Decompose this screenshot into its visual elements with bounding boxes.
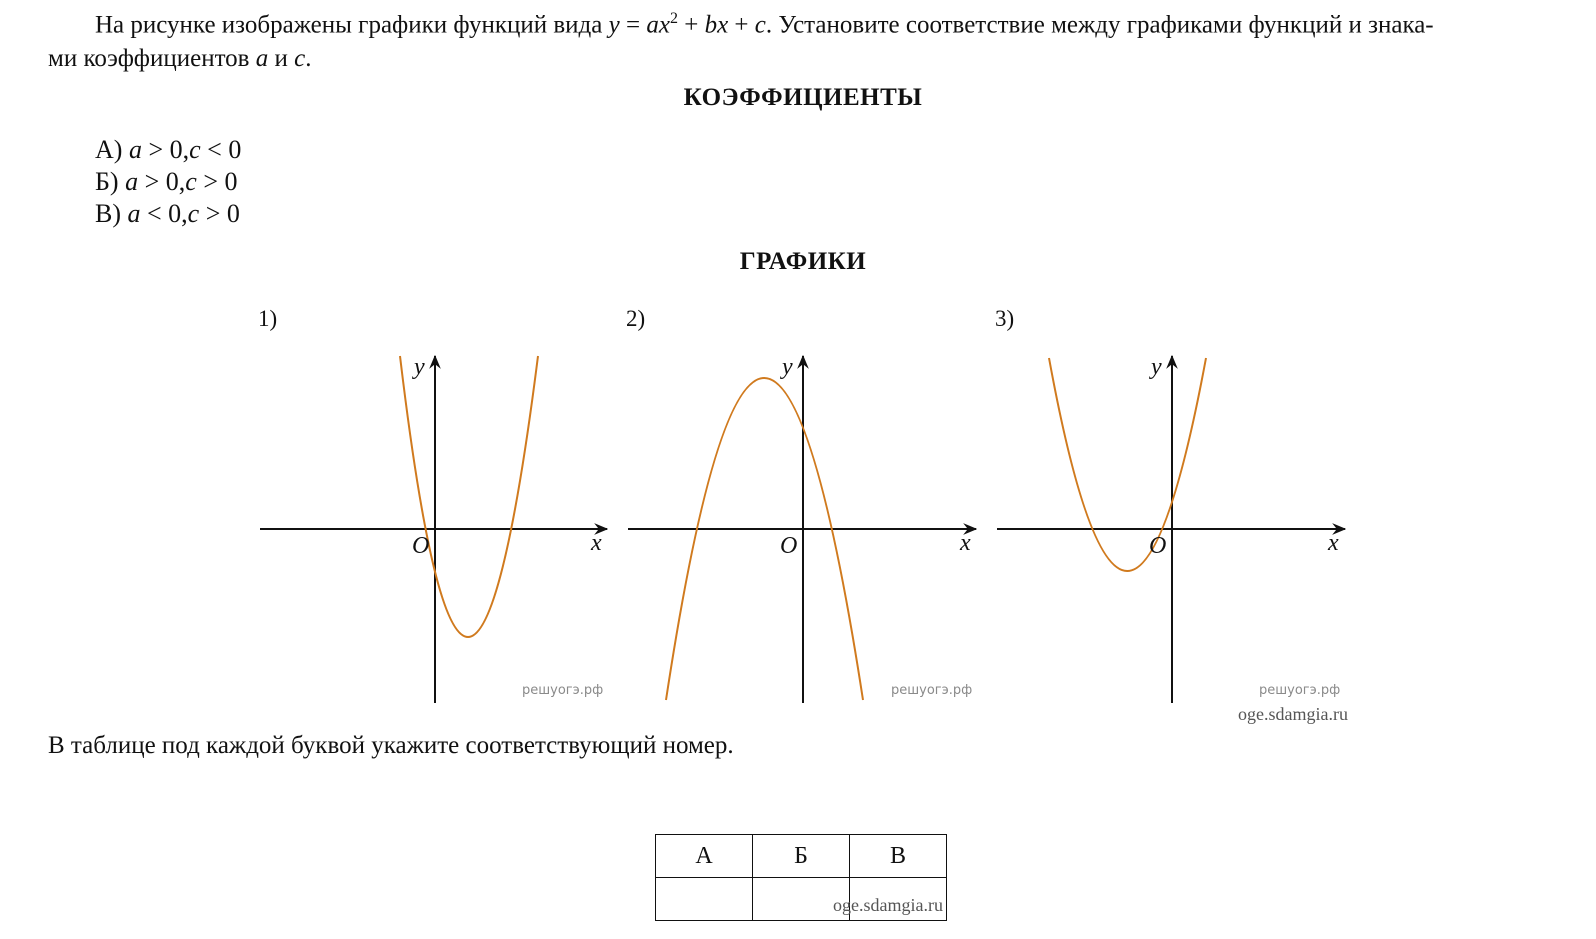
coef-c: c	[294, 45, 306, 73]
graph-1-label: 1)	[258, 306, 278, 331]
option-c-rel: > 0	[196, 167, 238, 196]
graphs-heading: ГРАФИКИ	[739, 248, 867, 275]
answer-header-b: Б	[752, 834, 850, 878]
formula-bx: bx	[704, 11, 729, 39]
option-coef-a: a	[125, 167, 139, 196]
answer-table: А Б В	[655, 834, 947, 921]
option-letter: В)	[95, 199, 121, 228]
answer-table-header-row: А Б В	[655, 834, 947, 878]
option-coef-a: a	[128, 135, 142, 164]
option-coef-c: c	[189, 135, 201, 164]
site-watermark: oge.sdamgia.ru	[1238, 704, 1348, 724]
x-axis-label: x	[959, 530, 971, 556]
task-line-1: На рисунке изображены графики функций ви…	[48, 2, 1588, 42]
formula-ax: ax	[646, 11, 670, 39]
option-v: В) a < 0,c > 0	[95, 198, 240, 230]
parabola-curve	[399, 355, 539, 638]
graph-2-label: 2)	[626, 306, 646, 331]
y-axis-label: y	[780, 354, 793, 380]
instruction-text: В таблице под каждой буквой укажите соот…	[48, 732, 734, 759]
origin-label: O	[412, 533, 429, 559]
task-line-2: ми коэффициентов a и c.	[48, 42, 1588, 76]
formula-plus-2: +	[728, 11, 755, 39]
graph-watermark: решуогэ.рф	[522, 683, 603, 698]
graph-watermark: решуогэ.рф	[1259, 683, 1340, 698]
option-c-rel: > 0	[199, 199, 240, 228]
task-suffix: . Установите соответствие между графикам…	[765, 11, 1434, 39]
task-end: .	[305, 45, 312, 73]
coefficients-heading: КОЭФФИЦИЕНТЫ	[683, 84, 923, 111]
answer-table-input-row	[655, 877, 947, 921]
option-a-rel: > 0,	[138, 167, 186, 196]
option-coef-c: c	[185, 167, 197, 196]
parabola-curve	[1048, 357, 1207, 572]
answer-cell-a[interactable]	[655, 877, 753, 921]
formula-y: y	[608, 11, 620, 39]
answer-cell-v[interactable]	[849, 877, 947, 921]
answer-header-a: А	[655, 834, 753, 878]
coef-a: a	[255, 45, 269, 73]
task-line2-prefix: ми коэффициентов	[48, 45, 256, 73]
formula-plus-1: +	[677, 11, 705, 39]
task-text: На рисунке изображены графики функций ви…	[48, 2, 1588, 76]
graph-1: y x O решуогэ.рф	[260, 354, 609, 703]
y-axis-label: y	[1149, 354, 1162, 380]
option-c-rel: < 0	[200, 135, 242, 164]
parabola-curve	[665, 377, 864, 701]
option-letter: А)	[95, 135, 123, 164]
y-axis-label: y	[412, 354, 425, 380]
option-letter: Б)	[95, 167, 119, 196]
option-coef-a: a	[127, 199, 141, 228]
origin-label: O	[780, 533, 797, 559]
graph-watermark: решуогэ.рф	[891, 683, 972, 698]
option-a: А) a > 0,c < 0	[95, 134, 241, 166]
origin-label: O	[1149, 533, 1166, 559]
table-watermark: oge.sdamgia.ru	[833, 895, 943, 915]
task-prefix: На рисунке изображены графики функций ви…	[95, 11, 603, 39]
option-b: Б) a > 0,c > 0	[95, 166, 237, 198]
formula-c: c	[754, 11, 766, 39]
task-and: и	[268, 45, 295, 73]
option-coef-c: c	[187, 199, 200, 228]
x-axis-label: x	[590, 530, 602, 556]
graph-3-label: 3)	[995, 306, 1015, 331]
graph-3: y x O решуогэ.рф	[997, 354, 1347, 703]
option-a-rel: < 0,	[140, 199, 188, 228]
formula-eq: =	[619, 11, 647, 39]
x-axis-label: x	[1327, 530, 1339, 556]
answer-header-v: В	[849, 834, 947, 878]
option-a-rel: > 0,	[141, 135, 190, 164]
graph-2: y x O решуогэ.рф	[628, 354, 978, 703]
formula-sup: 2	[669, 10, 678, 27]
